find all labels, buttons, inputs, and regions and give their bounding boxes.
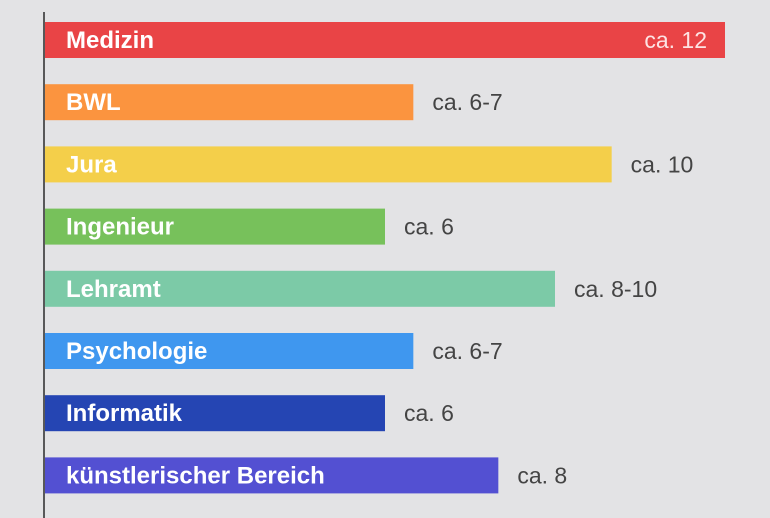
value-label: ca. 6 [404,214,454,240]
category-label: künstlerischer Bereich [66,462,325,489]
value-label: ca. 12 [644,27,707,53]
category-label: Ingenieur [66,214,174,241]
value-label: ca. 6-7 [432,338,502,364]
bar-jura [45,146,612,183]
bar-künstlerischer-bereich [45,457,499,494]
category-label: Psychologie [66,338,207,365]
bar-informatik [45,395,385,432]
value-label: ca. 6 [404,400,454,426]
category-label: Informatik [66,400,183,427]
value-label: ca. 8 [517,462,567,488]
category-label: BWL [66,89,121,116]
value-label: ca. 10 [631,151,694,177]
category-label: Jura [66,151,117,178]
bar-psychologie [45,333,414,369]
category-label: Lehramt [66,276,161,303]
bar-lehramt [45,270,555,307]
category-label: Medizin [66,27,154,54]
value-label: ca. 8-10 [574,276,657,302]
value-label: ca. 6-7 [432,89,502,115]
bar-medizin [45,22,725,58]
bar-bwl [45,84,414,121]
bar-ingenieur [45,208,385,245]
